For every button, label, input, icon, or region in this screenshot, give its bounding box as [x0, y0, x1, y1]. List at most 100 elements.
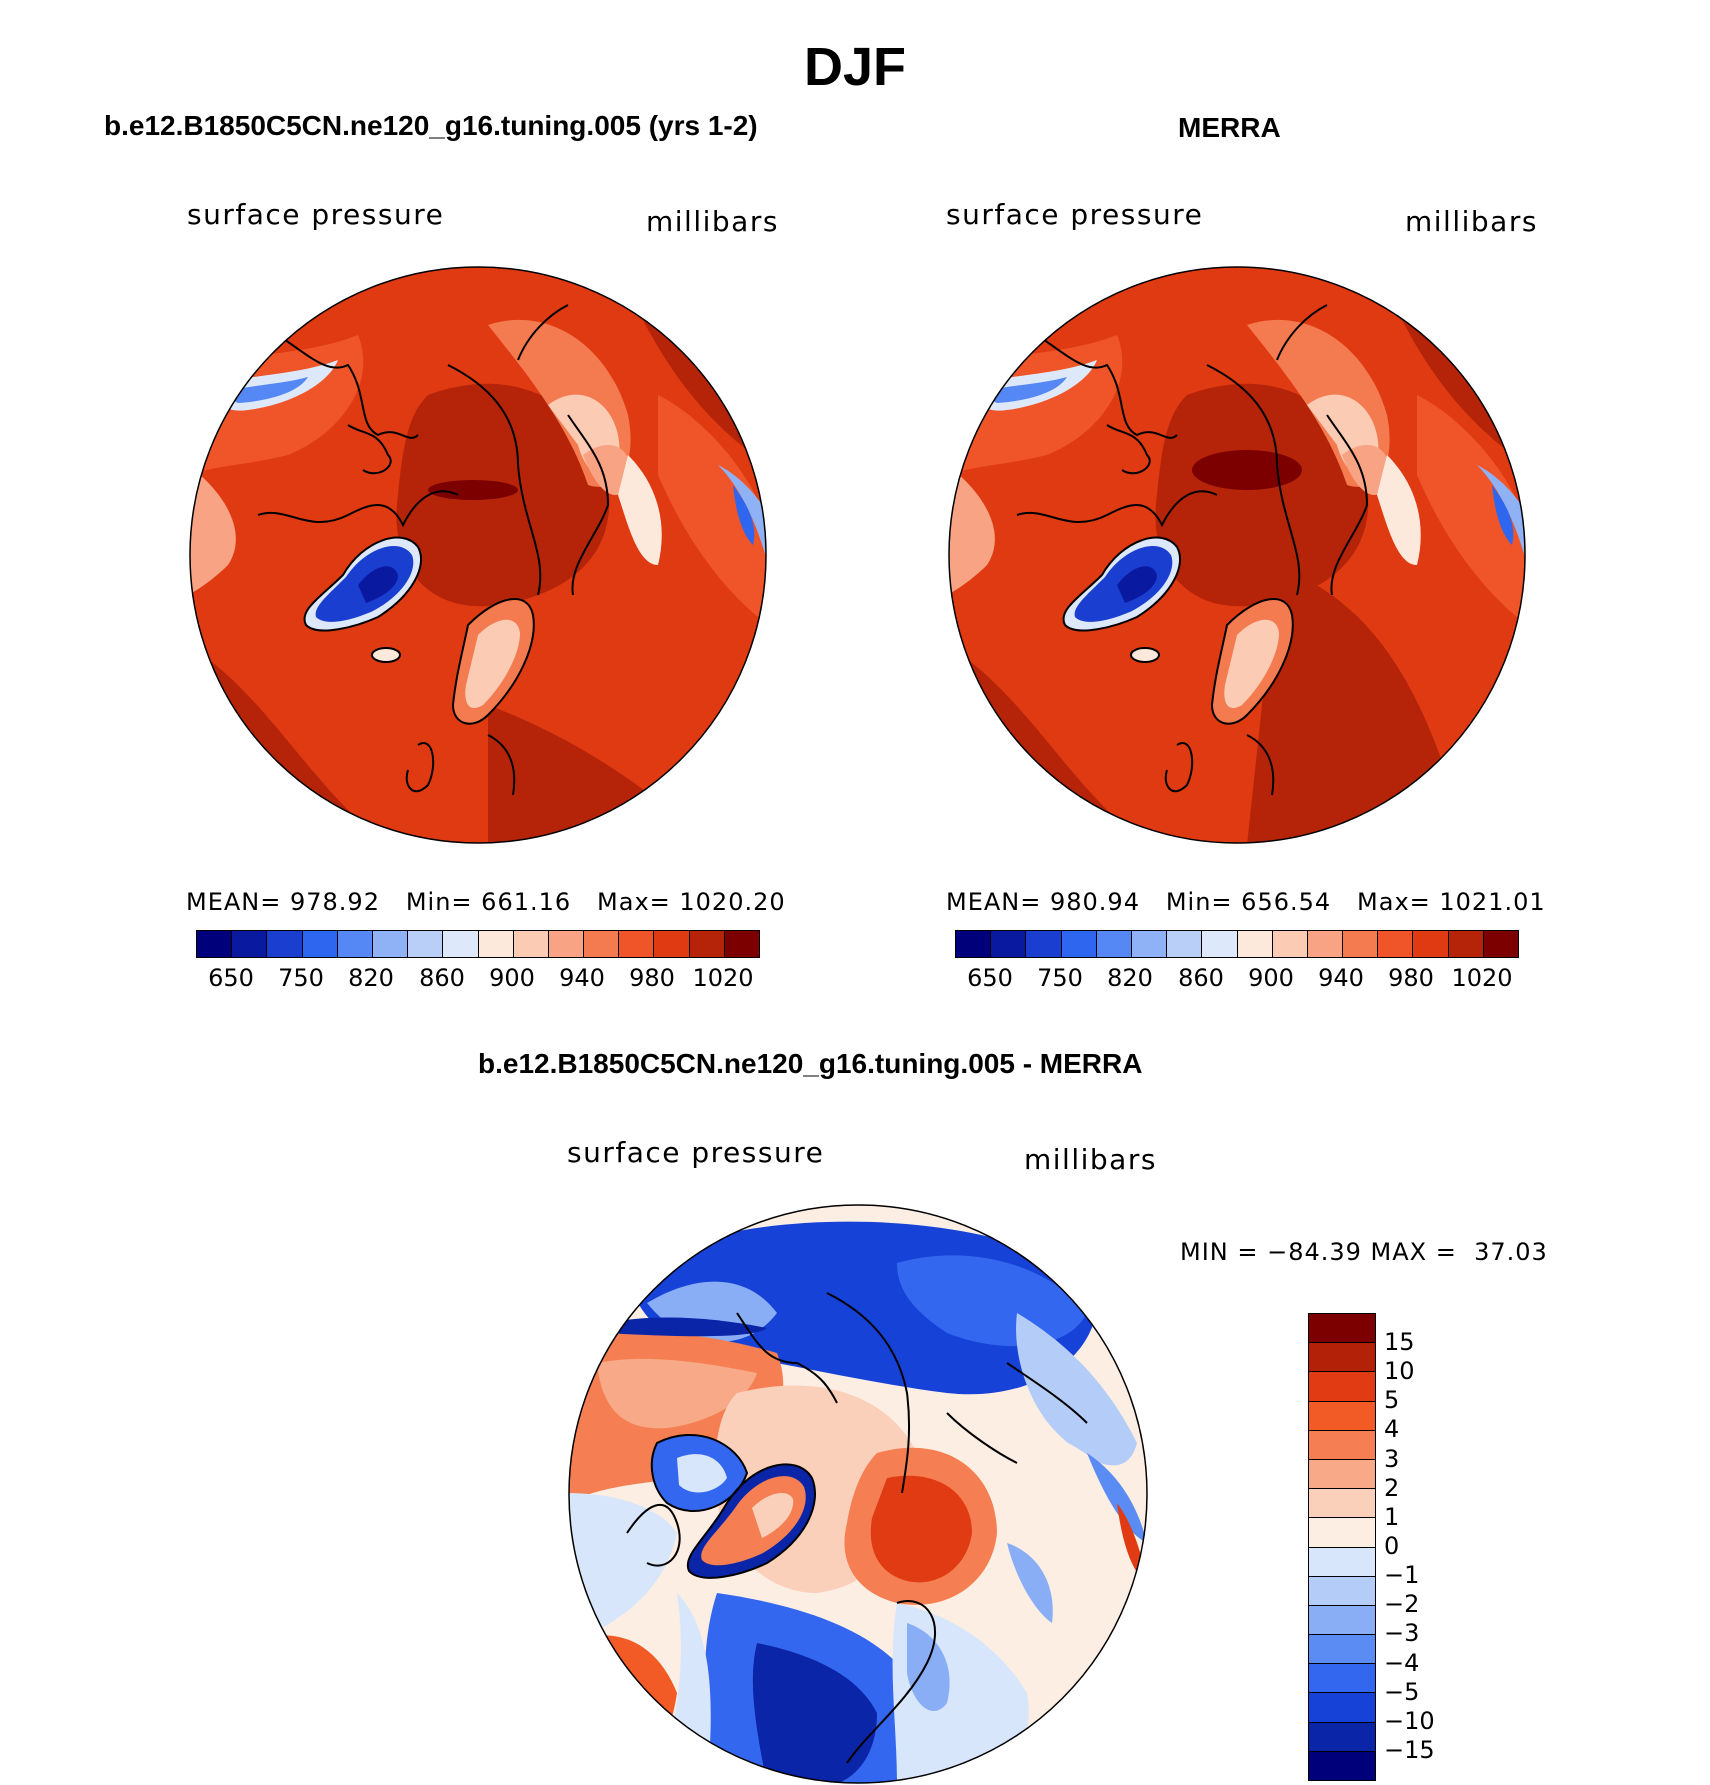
- panel-1-units-label: millibars: [646, 205, 779, 238]
- colorbar-segment: [1309, 1605, 1375, 1636]
- colorbar-segment: [991, 931, 1027, 957]
- colorbar-segment: [1272, 931, 1308, 957]
- colorbar-segment: [956, 931, 992, 957]
- colorbar-segment: [1026, 931, 1062, 957]
- colorbar-segment: [1309, 1635, 1375, 1665]
- colorbar-tick: 820: [348, 964, 394, 992]
- colorbar-segment: [689, 931, 725, 957]
- colorbar-tick: −3: [1384, 1619, 1420, 1647]
- colorbar-tick: 980: [629, 964, 675, 992]
- panel-2-variable-label: surface pressure: [946, 198, 1204, 231]
- colorbar-tick: 940: [1318, 964, 1364, 992]
- panel-1-colorbar: [196, 930, 760, 958]
- colorbar-tick: 980: [1388, 964, 1434, 992]
- colorbar-segment: [654, 931, 690, 957]
- colorbar-segment: [1309, 1547, 1375, 1577]
- colorbar-segment: [408, 931, 444, 957]
- colorbar-tick: 820: [1107, 964, 1153, 992]
- colorbar-tick: 1020: [1451, 964, 1513, 992]
- colorbar-tick: 750: [1037, 964, 1083, 992]
- colorbar-segment: [302, 931, 338, 957]
- colorbar-tick: 1020: [692, 964, 754, 992]
- colorbar-segment: [1202, 931, 1238, 957]
- colorbar-segment: [1309, 1518, 1375, 1548]
- colorbar-segment: [1413, 931, 1449, 957]
- colorbar-segment: [1309, 1372, 1375, 1402]
- colorbar-segment: [548, 931, 585, 957]
- colorbar-segment: [724, 931, 759, 957]
- figure-title: DJF: [803, 37, 906, 97]
- colorbar-tick: −1: [1384, 1561, 1420, 1589]
- colorbar-segment: [1309, 1664, 1375, 1694]
- colorbar-segment: [1309, 1430, 1375, 1460]
- colorbar-segment: [513, 931, 549, 957]
- colorbar-tick: 860: [419, 964, 465, 992]
- colorbar-segment: [372, 931, 409, 957]
- panel-2-colorbar: [955, 930, 1519, 958]
- colorbar-segment: [1131, 931, 1168, 957]
- colorbar-segment: [1309, 1693, 1375, 1723]
- colorbar-segment: [1237, 931, 1273, 957]
- colorbar-tick: 4: [1384, 1415, 1400, 1443]
- diff-panel-colorbar: [1308, 1313, 1376, 1781]
- colorbar-tick: 650: [967, 964, 1013, 992]
- panel-1-colorbar-ticks: 650 750 820 860 900 940 980 1020: [196, 964, 758, 994]
- panel-2-stats: MEAN= 980.94 Min= 656.54 Max= 1021.01: [946, 888, 1546, 916]
- colorbar-segment: [1309, 1343, 1375, 1373]
- diff-panel-polar-map: [568, 1204, 1148, 1784]
- colorbar-segment: [232, 931, 268, 957]
- colorbar-segment: [584, 931, 620, 957]
- colorbar-segment: [1309, 1314, 1375, 1344]
- colorbar-tick: −2: [1384, 1590, 1420, 1618]
- colorbar-segment: [1309, 1722, 1375, 1752]
- colorbar-tick: 2: [1384, 1474, 1400, 1502]
- colorbar-segment: [337, 931, 373, 957]
- diff-panel-stats: MIN = −84.39 MAX = 37.03: [1180, 1238, 1548, 1266]
- colorbar-tick: 650: [208, 964, 254, 992]
- diff-panel-variable-label: surface pressure: [567, 1136, 825, 1169]
- panel-2-units-label: millibars: [1405, 205, 1538, 238]
- colorbar-segment: [1343, 931, 1379, 957]
- colorbar-segment: [1309, 1489, 1375, 1519]
- colorbar-tick: −4: [1384, 1649, 1420, 1677]
- diff-panel-title: b.e12.B1850C5CN.ne120_g16.tuning.005 - M…: [478, 1048, 1143, 1079]
- diff-panel-units-label: millibars: [1024, 1143, 1157, 1176]
- panel-1-polar-map: [189, 266, 767, 844]
- colorbar-tick: −10: [1384, 1707, 1435, 1735]
- panel-2-polar-map: [948, 266, 1526, 844]
- colorbar-tick: 900: [1248, 964, 1294, 992]
- colorbar-segment: [1378, 931, 1414, 957]
- colorbar-tick: −5: [1384, 1678, 1420, 1706]
- colorbar-segment: [1309, 1401, 1375, 1431]
- colorbar-segment: [1309, 1576, 1375, 1606]
- panel-1-stats: MEAN= 978.92 Min= 661.16 Max= 1020.20: [186, 888, 786, 916]
- colorbar-tick: −15: [1384, 1736, 1435, 1764]
- colorbar-tick: 0: [1384, 1532, 1400, 1560]
- colorbar-segment: [267, 931, 303, 957]
- colorbar-segment: [1096, 931, 1132, 957]
- colorbar-tick: 900: [489, 964, 535, 992]
- panel-2-colorbar-ticks: 650 750 820 860 900 940 980 1020: [955, 964, 1517, 994]
- colorbar-segment: [1483, 931, 1518, 957]
- colorbar-segment: [197, 931, 233, 957]
- colorbar-segment: [1307, 931, 1344, 957]
- colorbar-segment: [619, 931, 655, 957]
- colorbar-segment: [1061, 931, 1097, 957]
- colorbar-segment: [1309, 1751, 1375, 1780]
- colorbar-segment: [1309, 1459, 1375, 1490]
- colorbar-tick: 1: [1384, 1503, 1400, 1531]
- panel-2-title: MERRA: [1178, 112, 1281, 143]
- colorbar-tick: 750: [278, 964, 324, 992]
- colorbar-tick: 3: [1384, 1445, 1400, 1473]
- colorbar-tick: 15: [1384, 1328, 1415, 1356]
- colorbar-segment: [443, 931, 479, 957]
- colorbar-tick: 860: [1178, 964, 1224, 992]
- diff-panel-colorbar-ticks: 15 10 5 4 3 2 1 0 −1 −2 −3 −4 −5 −10 −15: [1384, 1313, 1464, 1779]
- colorbar-tick: 940: [559, 964, 605, 992]
- colorbar-tick: 5: [1384, 1386, 1400, 1414]
- colorbar-tick: 10: [1384, 1357, 1415, 1385]
- colorbar-segment: [1167, 931, 1203, 957]
- colorbar-segment: [1448, 931, 1484, 957]
- panel-1-title: b.e12.B1850C5CN.ne120_g16.tuning.005 (yr…: [104, 110, 758, 141]
- panel-1-variable-label: surface pressure: [187, 198, 445, 231]
